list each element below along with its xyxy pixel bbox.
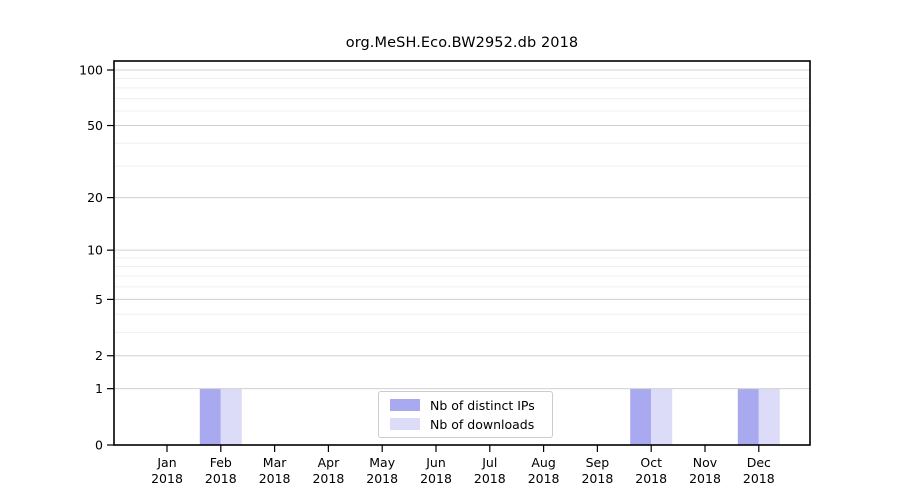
x-tick-label-month-nov: Nov — [693, 455, 718, 470]
legend-item-downloads: Nb of downloads — [379, 417, 552, 432]
y-tick-label-5: 5 — [95, 292, 103, 307]
y-tick-label-1: 1 — [95, 381, 103, 396]
x-tick-label-year-mar: 2018 — [259, 471, 291, 486]
x-tick-label-year-apr: 2018 — [312, 471, 344, 486]
y-tick-label-20: 20 — [87, 190, 103, 205]
legend: Nb of distinct IPs Nb of downloads — [378, 391, 553, 438]
bar-downloads-feb — [220, 388, 242, 445]
x-tick-label-month-oct: Oct — [640, 455, 662, 470]
bar-distinct-ips-dec — [737, 388, 759, 445]
legend-item-distinct-ips: Nb of distinct IPs — [379, 398, 552, 413]
y-tick-label-0: 0 — [95, 438, 103, 453]
x-tick-label-month-jun: Jun — [425, 455, 446, 470]
x-tick-label-month-apr: Apr — [318, 455, 340, 470]
legend-swatch-distinct-ips — [390, 399, 420, 411]
x-tick-label-year-nov: 2018 — [689, 471, 721, 486]
plot-border — [113, 60, 811, 446]
legend-swatch-downloads — [390, 418, 420, 430]
x-tick-label-year-jun: 2018 — [420, 471, 452, 486]
y-tick-label-10: 10 — [87, 243, 103, 258]
bar-downloads-dec — [758, 388, 780, 445]
legend-label-distinct-ips: Nb of distinct IPs — [430, 397, 535, 413]
bar-distinct-ips-feb — [199, 388, 221, 445]
x-tick-label-month-mar: Mar — [263, 455, 287, 470]
x-tick-label-month-sep: Sep — [586, 455, 610, 470]
x-tick-label-year-sep: 2018 — [581, 471, 613, 486]
x-tick-label-year-jul: 2018 — [474, 471, 506, 486]
y-tick-label-2: 2 — [95, 348, 103, 363]
y-tick-label-100: 100 — [79, 63, 103, 78]
x-tick-label-month-aug: Aug — [531, 455, 555, 470]
x-tick-label-year-aug: 2018 — [528, 471, 560, 486]
x-tick-label-month-dec: Dec — [747, 455, 771, 470]
x-tick-label-month-may: May — [369, 455, 395, 470]
x-tick-label-year-may: 2018 — [366, 471, 398, 486]
bar-downloads-oct — [651, 388, 673, 445]
legend-label-downloads: Nb of downloads — [430, 416, 535, 432]
x-tick-label-year-dec: 2018 — [743, 471, 775, 486]
x-tick-label-month-feb: Feb — [210, 455, 232, 470]
x-tick-label-year-oct: 2018 — [635, 471, 667, 486]
y-tick-label-50: 50 — [87, 118, 103, 133]
x-tick-label-year-jan: 2018 — [151, 471, 183, 486]
x-tick-label-year-feb: 2018 — [205, 471, 237, 486]
chart-title: org.MeSH.Eco.BW2952.db 2018 — [345, 35, 579, 51]
x-tick-label-month-jul: Jul — [481, 455, 497, 470]
bar-distinct-ips-oct — [630, 388, 652, 445]
x-tick-label-month-jan: Jan — [156, 455, 176, 470]
